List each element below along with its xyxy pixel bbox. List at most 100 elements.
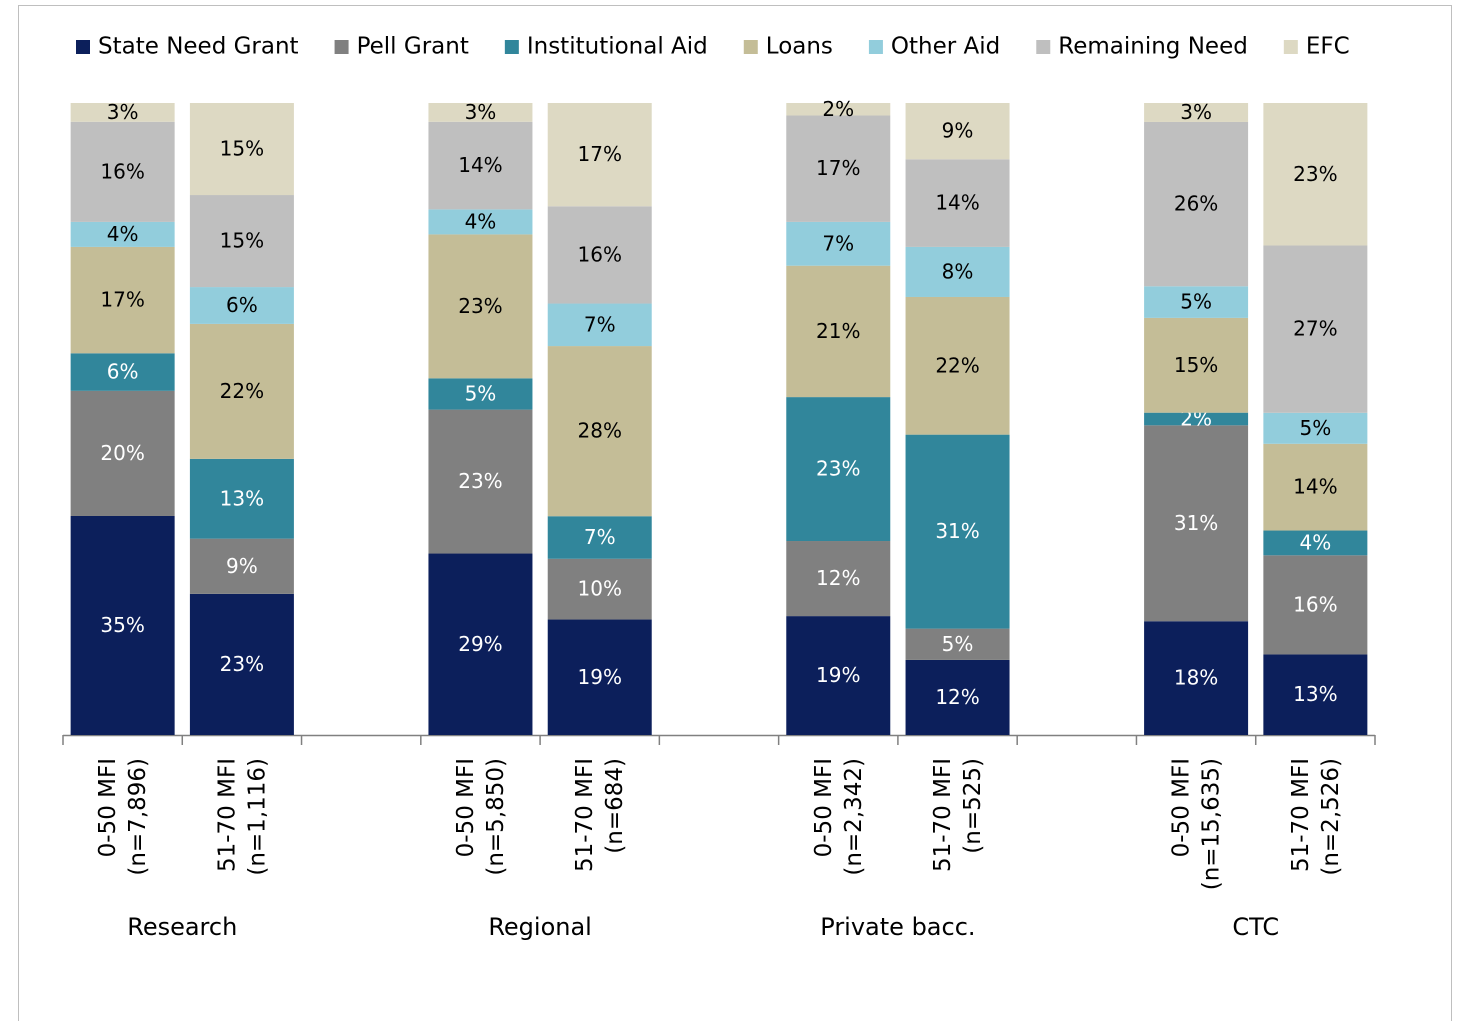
bar-segment (547, 619, 652, 735)
data-label: 3% (465, 100, 497, 124)
x-tick-label: (n=1,116) (244, 758, 270, 876)
bar-segment (1144, 425, 1249, 622)
data-label: 31% (1174, 511, 1218, 535)
data-label: 21% (816, 319, 860, 343)
legend-swatch (868, 40, 883, 54)
bar-segment (905, 434, 1010, 629)
x-tick-label: (n=2,342) (841, 758, 867, 876)
data-label: 17% (100, 288, 144, 312)
bar-segment (1263, 654, 1368, 735)
data-label: 16% (1293, 592, 1337, 616)
data-label: 19% (816, 663, 860, 687)
x-tick-label: 0-50 MFI (811, 758, 837, 857)
bar-segment (1144, 317, 1249, 413)
legend-swatch (1283, 40, 1298, 54)
bar-segment (786, 221, 891, 266)
bar-segment (1144, 121, 1249, 287)
bar-segment (905, 103, 1010, 160)
legend-label: Loans (766, 34, 833, 60)
data-label: 23% (458, 469, 502, 493)
data-label: 4% (465, 209, 497, 233)
data-label: 20% (100, 441, 144, 465)
data-label: 14% (935, 191, 979, 215)
x-tick-label: 0-50 MFI (1169, 758, 1195, 857)
bar-segment (189, 538, 294, 594)
data-label: 23% (1293, 162, 1337, 186)
group-label: Regional (488, 913, 592, 941)
data-label: 22% (220, 379, 264, 403)
legend-label: Other Aid (891, 34, 1000, 60)
x-tick-label: (n=684) (602, 758, 628, 854)
data-label: 9% (942, 119, 974, 143)
data-label: 9% (226, 554, 258, 578)
bar-segment (547, 346, 652, 517)
bar-segment (70, 390, 175, 516)
bar-segment (1263, 443, 1368, 531)
data-label: 28% (578, 419, 622, 443)
data-label: 22% (935, 353, 979, 377)
data-label: 5% (1299, 416, 1331, 440)
data-label: 4% (107, 222, 139, 246)
data-label: 14% (458, 153, 502, 177)
bar-segment (428, 553, 533, 735)
legend-label: State Need Grant (98, 34, 299, 60)
data-label: 3% (1180, 100, 1212, 124)
bar-segment (547, 103, 652, 207)
data-label: 12% (816, 566, 860, 590)
x-tick-label: (n=5,850) (483, 758, 509, 876)
data-label: 23% (816, 457, 860, 481)
bar-segment (786, 103, 891, 116)
data-label: 14% (1293, 475, 1337, 499)
bar-segment (70, 103, 175, 122)
bar-segment (70, 246, 175, 354)
bar-segment (70, 121, 175, 222)
legend-swatch (743, 40, 758, 54)
x-tick-label: 51-70 MFI (930, 758, 956, 872)
data-label: 17% (578, 142, 622, 166)
x-tick-label: (n=15,635) (1199, 758, 1225, 890)
bar-segment (1263, 412, 1368, 444)
data-label: 29% (458, 632, 502, 656)
data-label: 18% (1174, 666, 1218, 690)
legend-label: Remaining Need (1058, 34, 1248, 60)
bar-segment (1263, 555, 1368, 655)
group-label: Research (127, 913, 237, 941)
bar-segment (428, 103, 533, 122)
data-label: 16% (100, 159, 144, 183)
x-tick-label: 0-50 MFI (453, 758, 479, 857)
data-label: 15% (220, 229, 264, 253)
data-label: 7% (822, 231, 854, 255)
data-label: 35% (100, 613, 144, 637)
bar-segment (189, 323, 294, 459)
group-label: CTC (1232, 913, 1279, 941)
data-label: 8% (942, 259, 974, 283)
data-label: 16% (578, 242, 622, 266)
data-label: 19% (578, 665, 622, 689)
legend-swatch (504, 40, 519, 54)
x-tick-label: (n=525) (960, 758, 986, 854)
data-label: 4% (1299, 530, 1331, 554)
data-label: 3% (107, 100, 139, 124)
data-label: 26% (1174, 192, 1218, 216)
legend-label: Pell Grant (357, 34, 469, 60)
bar-segment (786, 541, 891, 617)
data-label: 17% (816, 156, 860, 180)
data-label: 15% (220, 137, 264, 161)
legend-swatch (1036, 40, 1051, 54)
bar-segment (547, 206, 652, 304)
group-label: Private bacc. (820, 913, 975, 941)
bar-segment (189, 103, 294, 196)
legend-label: Institutional Aid (527, 34, 708, 60)
bar-segment (428, 209, 533, 235)
bar-segment (786, 115, 891, 222)
bar-segment (70, 515, 175, 735)
x-tick-label: (n=7,896) (125, 758, 151, 876)
x-tick-label: (n=2,526) (1318, 758, 1344, 876)
data-label: 15% (1174, 353, 1218, 377)
bar-segment (1144, 412, 1249, 426)
x-tick-label: 0-50 MFI (95, 758, 121, 857)
legend-swatch (334, 40, 349, 54)
data-label: 6% (226, 293, 258, 317)
bar-segment (428, 121, 533, 210)
